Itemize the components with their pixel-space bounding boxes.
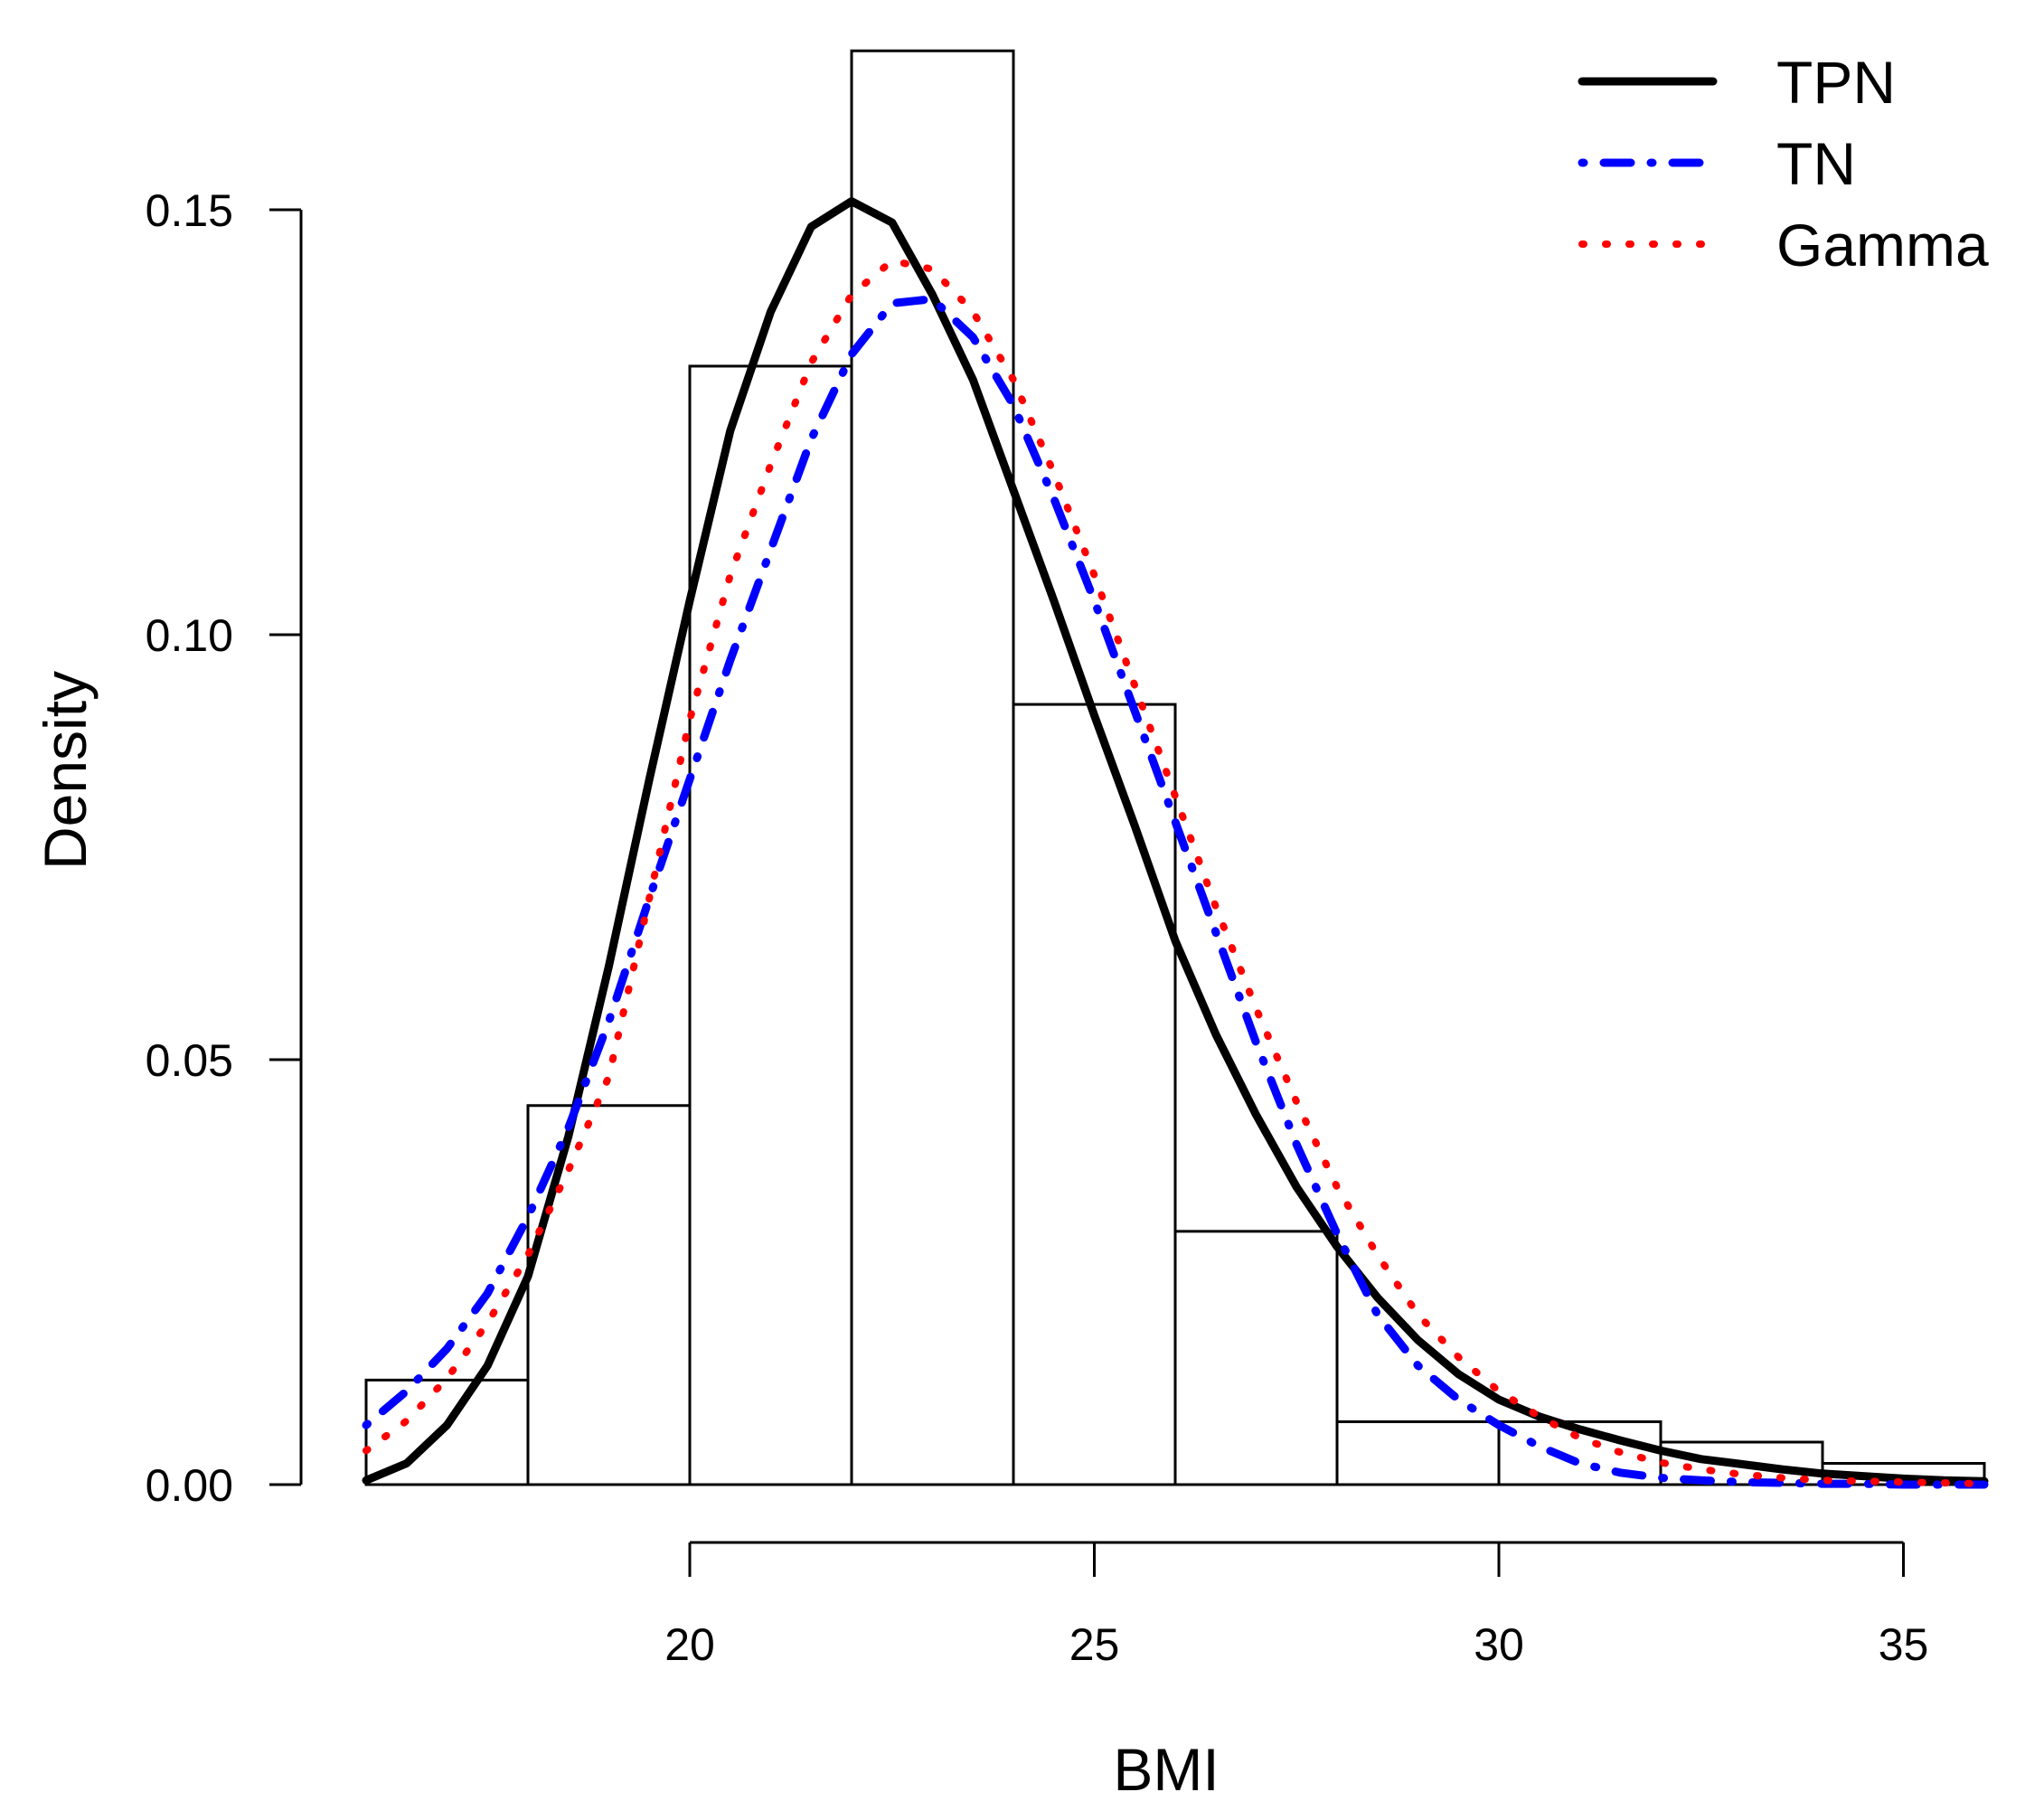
histogram-bar-6 xyxy=(1173,1230,1339,1486)
histogram-bar-4 xyxy=(850,49,1015,1486)
histogram-bar-7 xyxy=(1335,1420,1501,1486)
y-tick-label-0.10: 0.10 xyxy=(146,610,233,661)
density-curve-gamma xyxy=(363,257,1988,1488)
x-tick-label-20: 20 xyxy=(664,1619,715,1670)
y-tick-label-0.05: 0.05 xyxy=(146,1035,233,1086)
density-curve-tpn xyxy=(362,197,1989,1486)
legend: TPN TN Gamma xyxy=(1578,49,1989,278)
x-tick-label-25: 25 xyxy=(1069,1619,1120,1670)
histogram-bar-3 xyxy=(688,364,853,1486)
density-curves xyxy=(362,197,1989,1489)
histogram-bars xyxy=(364,49,1986,1486)
y-tick-label-0.00: 0.00 xyxy=(146,1460,233,1511)
density-curve-tn xyxy=(362,295,1989,1489)
x-tick-label-35: 35 xyxy=(1879,1619,1929,1670)
x-axis-title: BMI xyxy=(1113,1736,1219,1803)
legend-label-tn: TN xyxy=(1776,130,1856,197)
x-tick-label-30: 30 xyxy=(1474,1619,1524,1670)
legend-label-tpn: TPN xyxy=(1776,49,1896,116)
y-axis-title: Density xyxy=(32,671,99,870)
legend-label-gamma: Gamma xyxy=(1776,212,1989,278)
x-axis: 20 25 30 35 xyxy=(664,1541,1929,1670)
y-axis: 0.00 0.05 0.10 0.15 xyxy=(146,185,303,1511)
y-tick-label-0.15: 0.15 xyxy=(146,185,233,236)
histogram-bar-5 xyxy=(1012,703,1177,1486)
